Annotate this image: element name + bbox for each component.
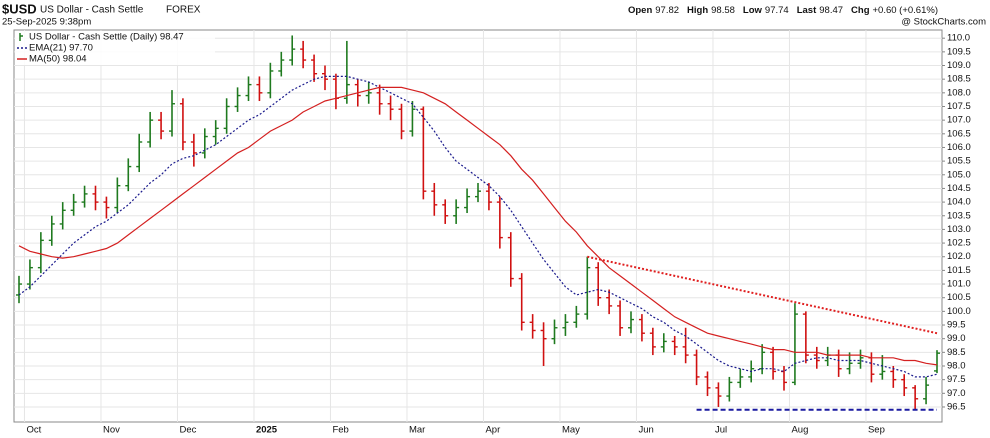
quote-label: Last [797,5,817,16]
x-tick-label: 2025 [256,425,278,436]
quote-label: Chg [851,5,870,16]
x-tick-label: Jun [638,425,653,436]
y-tick-label: 109.5 [947,46,971,57]
y-tick-label: 101.5 [947,265,971,276]
y-tick-label: 105.0 [947,169,971,180]
indicator-line [18,86,938,366]
exchange: FOREX [166,5,201,16]
quote-value: 98.58 [711,5,735,16]
y-tick-label: 108.5 [947,74,971,85]
y-tick-label: 105.5 [947,156,971,167]
x-tick-label: May [562,425,580,436]
y-tick-label: 97.5 [947,374,966,385]
y-tick-label: 102.5 [947,238,971,249]
instrument-name: US Dollar - Cash Settle [40,5,144,16]
legend-label: US Dollar - Cash Settle (Daily) 98.47 [29,32,184,43]
x-tick-label: Oct [26,425,41,436]
y-tick-label: 106.5 [947,128,971,139]
symbol: $USD [2,1,37,16]
y-tick-label: 108.0 [947,87,971,98]
x-tick-label: Dec [179,425,196,436]
quote-value: 97.74 [765,5,789,16]
x-tick-label: Nov [103,425,120,436]
y-tick-label: 110.0 [947,33,970,44]
x-tick-label: Feb [332,425,348,436]
quote-label: Low [743,5,763,16]
x-tick-label: Sep [868,425,885,436]
y-tick-label: 103.5 [947,210,971,221]
y-tick-label: 100.0 [947,306,971,317]
y-tick-label: 100.5 [947,292,971,303]
date: 25-Sep-2025 9:38pm [2,17,91,28]
y-tick-label: 104.5 [947,183,971,194]
y-tick-label: 109.0 [947,60,971,71]
source: @ StockCharts.com [901,17,986,28]
y-tick-label: 101.0 [947,279,971,290]
quote: Open 97.82 High 98.58 Low 97.74 Last 98.47 Chg +0… [628,5,938,16]
y-tick-label: 99.5 [947,320,966,331]
quote-label: High [687,5,708,16]
y-tick-label: 104.0 [947,197,971,208]
indicator-line [18,75,938,378]
x-tick-label: Mar [409,425,425,436]
x-tick-label: Apr [485,425,500,436]
plot-frame [13,29,943,423]
y-tick-label: 103.0 [947,224,971,235]
y-tick-label: 97.0 [947,388,966,399]
y-tick-label: 106.0 [947,142,971,153]
y-tick-label: 107.0 [947,115,971,126]
y-tick-label: 96.5 [947,401,966,412]
legend-box [15,31,215,65]
quote-value: 98.47 [819,5,843,16]
y-tick-label: 98.5 [947,347,966,358]
quote-value: 97.82 [655,5,679,16]
legend-label: MA(50) 98.04 [29,54,87,65]
y-tick-label: 99.0 [947,333,966,344]
y-tick-label: 102.0 [947,251,971,262]
y-tick-label: 107.5 [947,101,971,112]
legend-label: EMA(21) 97.70 [29,43,93,54]
quote-value: +0.60 (+0.61%) [873,5,939,16]
x-tick-label: Aug [791,425,808,436]
y-tick-label: 98.0 [947,361,966,372]
x-tick-label: Jul [715,425,727,436]
quote-label: Open [628,5,652,16]
